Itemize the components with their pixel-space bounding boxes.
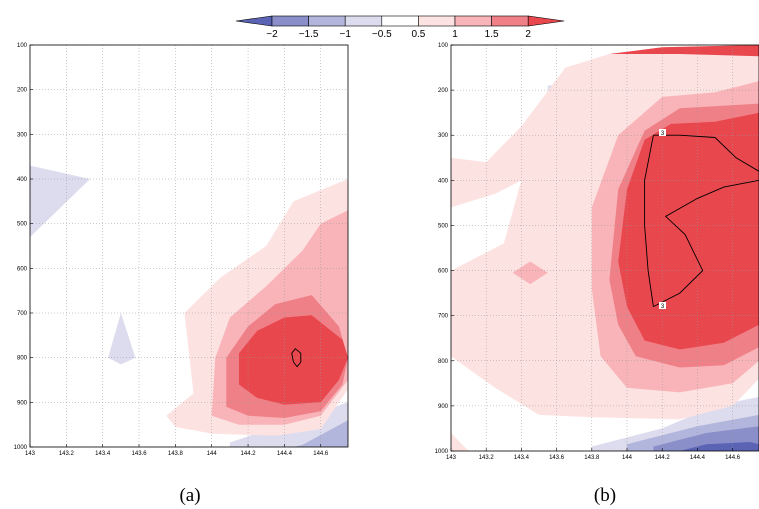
x-tick-label: 143.2 xyxy=(479,455,495,461)
x-tick-label: 143.8 xyxy=(584,455,600,461)
y-tick-label: 400 xyxy=(17,177,28,183)
x-tick-label: 143.8 xyxy=(168,451,184,457)
y-tick-label: 700 xyxy=(17,311,28,317)
x-tick-label: 143.6 xyxy=(132,451,148,457)
colorbar-tick-label: 2 xyxy=(525,29,531,40)
y-tick-label: 600 xyxy=(438,269,449,275)
contour-line xyxy=(653,179,759,308)
contour-fill-region xyxy=(293,420,348,447)
contour-fill-region xyxy=(609,45,759,57)
colorbar-segment xyxy=(527,15,565,27)
contour-fill-regions-a xyxy=(30,165,348,447)
plot-frame-a xyxy=(29,44,349,448)
colorbar: −2 −1.5 −1 −0.5 0.5 1 1.5 2 xyxy=(235,15,565,40)
contour-lines-a xyxy=(291,348,302,368)
contour-fill-region xyxy=(679,442,759,451)
colorbar-segment xyxy=(235,15,273,27)
plot-frame-b xyxy=(450,44,759,452)
y-tick-label: 200 xyxy=(17,88,28,94)
contour-fill-region xyxy=(108,313,136,365)
colorbar-segment xyxy=(271,15,309,27)
y-tick-label: 1000 xyxy=(435,449,449,455)
panel-caption-a: (a) xyxy=(179,485,200,506)
x-tick-label: 144 xyxy=(622,455,633,461)
x-tick-label: 144 xyxy=(207,451,218,457)
contour-line xyxy=(291,348,302,368)
contour-label-box-1 xyxy=(659,129,666,136)
contour-fill-region xyxy=(618,112,759,350)
panel-a: 143 143.2 143.4 143.6 143.8 144 144.2 144.4 144.… xyxy=(14,43,349,506)
contour-fill-region xyxy=(451,433,469,451)
contour-line xyxy=(644,135,654,307)
contour-label-box-2 xyxy=(659,302,666,309)
contour-labels-b: 3 3 xyxy=(659,129,666,310)
y-tick-label: 800 xyxy=(17,356,28,362)
colorbar-segment xyxy=(491,15,529,27)
x-tick-label: 144.2 xyxy=(655,455,671,461)
colorbar-segment xyxy=(344,15,383,27)
y-tick-label: 300 xyxy=(438,133,449,139)
colorbar-tick-label: −1 xyxy=(339,29,351,40)
colorbar-tick-label: 1 xyxy=(452,29,458,40)
y-tick-label: 500 xyxy=(438,223,449,229)
y-tick-label: 400 xyxy=(438,178,449,184)
y-tick-label: 700 xyxy=(438,314,449,320)
y-tick-label: 100 xyxy=(438,43,449,49)
y-tick-label: 900 xyxy=(17,400,28,406)
contour-fill-region xyxy=(512,261,548,285)
y-tick-label: 600 xyxy=(17,266,28,272)
x-tick-label: 143.4 xyxy=(514,455,530,461)
colorbar-tick-label: −1.5 xyxy=(299,29,319,40)
x-tick-label: 144.4 xyxy=(690,455,706,461)
x-tick-label: 143 xyxy=(446,455,457,461)
colorbar-segment xyxy=(454,15,492,27)
contour-line xyxy=(653,134,759,172)
colorbar-tick-label: −0.5 xyxy=(372,29,392,40)
colorbar-segment xyxy=(418,15,456,27)
colorbar-tick-label: 1.5 xyxy=(485,29,499,40)
contour-fill-regions-b xyxy=(451,45,759,451)
colorbar-segment xyxy=(381,15,419,27)
axis-ticks-a: 143 143.2 143.4 143.6 143.8 144 144.2 144.4 144.… xyxy=(14,43,329,457)
x-tick-label: 143.6 xyxy=(549,455,565,461)
x-tick-label: 144.6 xyxy=(313,451,329,457)
x-tick-label: 144.4 xyxy=(277,451,293,457)
colorbar-segment xyxy=(308,15,346,27)
x-tick-label: 144.2 xyxy=(241,451,257,457)
y-tick-label: 200 xyxy=(438,88,449,94)
axis-ticks-b: 143 143.2 143.4 143.6 143.8 144 144.2 144.4 144.… xyxy=(435,43,741,461)
panel-b: 143 143.2 143.4 143.6 143.8 144 144.2 144.4 144.… xyxy=(435,43,759,506)
x-tick-label: 143.2 xyxy=(59,451,75,457)
y-tick-label: 1000 xyxy=(14,445,28,451)
colorbar-tick-label: 0.5 xyxy=(411,29,425,40)
x-tick-label: 144.6 xyxy=(725,455,741,461)
contour-fill-region xyxy=(30,165,90,238)
y-tick-label: 100 xyxy=(17,43,28,49)
y-tick-label: 800 xyxy=(438,359,449,365)
x-tick-label: 143 xyxy=(25,451,36,457)
contour-label-2: 3 xyxy=(661,304,665,310)
y-tick-label: 500 xyxy=(17,222,28,228)
colorbar-tick-label: −2 xyxy=(266,29,278,40)
panel-caption-b: (b) xyxy=(594,485,616,506)
contour-lines-b xyxy=(644,134,759,308)
contour-label-1: 3 xyxy=(661,131,665,137)
x-tick-label: 143.4 xyxy=(95,451,111,457)
y-tick-label: 300 xyxy=(17,132,28,138)
y-tick-label: 900 xyxy=(438,404,449,410)
